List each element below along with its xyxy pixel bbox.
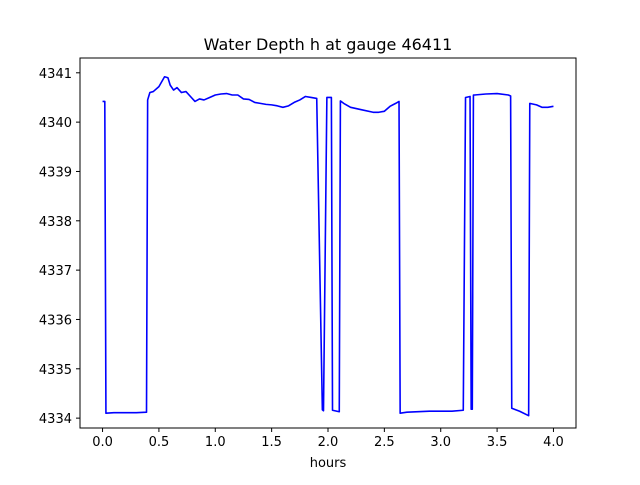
x-tick-label: 0.5 <box>149 435 170 450</box>
y-tick-label: 4334 <box>39 412 72 427</box>
x-tick-label: 0.0 <box>92 435 113 450</box>
y-tick-label: 4338 <box>39 215 72 230</box>
y-tick-label: 4337 <box>39 264 72 279</box>
x-tick-label: 3.5 <box>487 435 508 450</box>
series-line-0 <box>102 75 554 417</box>
x-tick-label: 1.5 <box>261 435 282 450</box>
y-tick-label: 4336 <box>39 313 72 328</box>
axes-frame <box>79 57 577 429</box>
y-tick-label: 4340 <box>39 116 72 131</box>
plot-area <box>102 75 554 417</box>
chart-title: Water Depth h at gauge 46411 <box>204 35 453 54</box>
y-tick-label: 4335 <box>39 363 72 378</box>
x-tick-label: 4.0 <box>543 435 564 450</box>
y-tick-label: 4341 <box>39 67 72 82</box>
y-tick-label: 4339 <box>39 165 72 180</box>
x-axis-label: hours <box>310 456 347 471</box>
x-tick-label: 2.5 <box>374 435 395 450</box>
x-tick-label: 1.0 <box>205 435 226 450</box>
x-tick-label: 3.0 <box>430 435 451 450</box>
x-tick-label: 2.0 <box>318 435 339 450</box>
axis-ticks: 0.0 0.5 1.0 1.5 2.0 2.5 3.0 3.5 4.0 4334 4335 4336 4… <box>39 67 564 450</box>
